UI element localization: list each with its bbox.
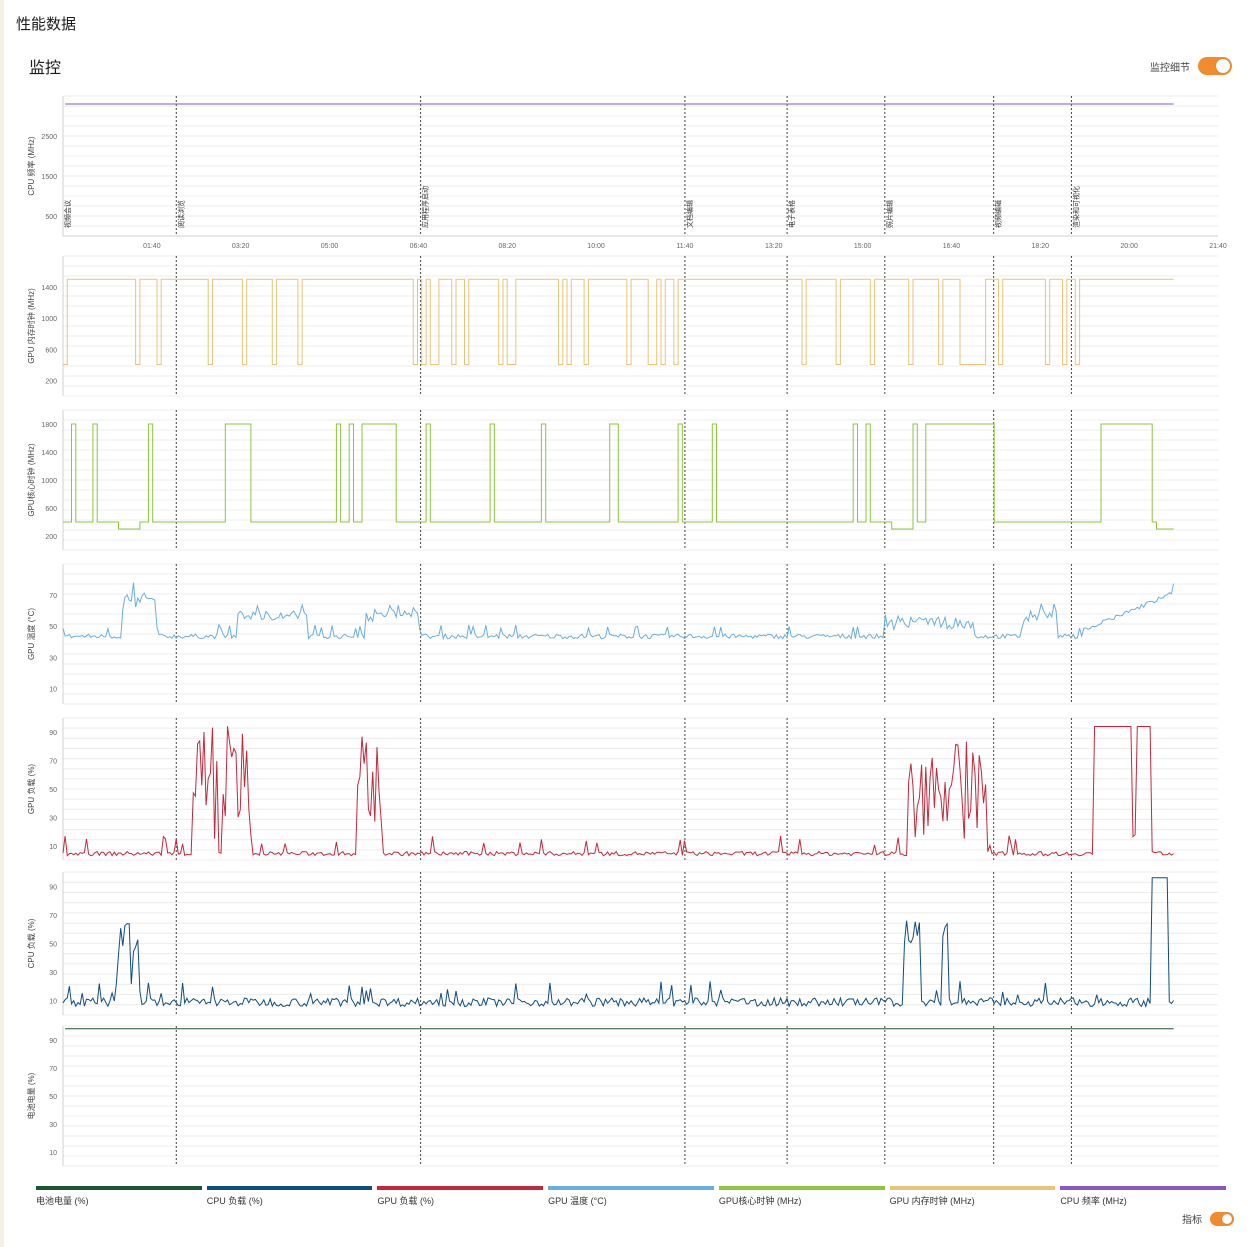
event-label: 应用程序启动: [421, 186, 430, 228]
y-axis-label: CPU 频率 (MHz): [26, 136, 36, 195]
y-tick-label: 50: [49, 942, 57, 949]
x-tick-label: 05:00: [321, 243, 339, 250]
y-axis-label: GPU 温度 (°C): [26, 608, 36, 660]
y-tick-label: 1500: [41, 174, 57, 181]
legend: 电池电量 (%) CPU 负载 (%) GPU 负载 (%) GPU 温度 (°C) G…: [36, 1186, 1227, 1210]
y-tick-label: 70: [49, 759, 57, 766]
detail-toggle[interactable]: [1198, 57, 1232, 75]
legend-item[interactable]: CPU 负载 (%): [206, 1186, 373, 1210]
y-tick-label: 10: [49, 686, 57, 693]
y-tick-label: 1000: [41, 316, 57, 323]
legend-item[interactable]: CPU 频率 (MHz): [1060, 1186, 1227, 1210]
x-tick-label: 06:40: [410, 243, 428, 250]
legend-item[interactable]: GPU 负载 (%): [377, 1186, 544, 1210]
x-tick-label: 08:20: [498, 243, 516, 250]
legend-item[interactable]: 电池电量 (%): [36, 1186, 202, 1210]
x-tick-label: 13:20: [765, 243, 783, 250]
y-tick-label: 200: [45, 378, 57, 385]
event-label: 视频编辑: [994, 200, 1003, 228]
x-tick-label: 03:20: [232, 243, 250, 250]
y-tick-label: 600: [45, 506, 57, 513]
y-tick-label: 10: [49, 1150, 57, 1157]
legend-item[interactable]: GPU核心时钟 (MHz): [718, 1186, 885, 1210]
y-tick-label: 2500: [41, 134, 57, 141]
y-tick-label: 30: [49, 815, 57, 822]
y-axis-label: GPU 负载 (%): [26, 764, 36, 815]
page-title: 性能数据: [16, 16, 77, 33]
legend-item[interactable]: GPU 内存时钟 (MHz): [889, 1186, 1056, 1210]
series-line: [62, 726, 1174, 857]
legend-label: 电池电量 (%): [36, 1196, 89, 1206]
y-axis-label: CPU 负载 (%): [26, 918, 36, 968]
x-tick-label: 21:40: [1209, 243, 1227, 250]
y-tick-label: 200: [45, 534, 57, 541]
series-line: [63, 278, 1174, 365]
series-line: [63, 423, 1174, 530]
y-tick-label: 1000: [41, 478, 57, 485]
y-tick-label: 1800: [41, 422, 57, 429]
y-tick-label: 1400: [41, 450, 57, 457]
legend-label: GPU 负载 (%): [377, 1196, 434, 1206]
y-tick-label: 90: [49, 884, 57, 891]
legend-color-bar: [548, 1186, 714, 1190]
y-tick-label: 30: [49, 1122, 57, 1129]
y-tick-label: 600: [45, 347, 57, 354]
legend-label: CPU 负载 (%): [206, 1196, 263, 1206]
legend-color-bar: [206, 1186, 373, 1190]
x-tick-label: 18:20: [1032, 243, 1050, 250]
event-label: 文档编辑: [685, 200, 694, 228]
y-tick-label: 50: [49, 787, 57, 794]
legend-label: GPU 温度 (°C): [548, 1196, 607, 1206]
y-tick-label: 10: [49, 844, 57, 851]
y-axis-label: 电池电量 (%): [26, 1072, 36, 1119]
y-tick-label: 500: [45, 214, 57, 221]
detail-toggle-row: 监控细节: [1150, 57, 1232, 75]
section-title: 监控: [29, 60, 62, 77]
indicator-toggle-label: 指标: [1182, 1215, 1202, 1226]
x-tick-label: 10:00: [587, 243, 605, 250]
legend-color-bar: [1060, 1186, 1227, 1190]
legend-color-bar: [889, 1186, 1056, 1190]
event-label: 电子表格: [787, 200, 796, 228]
toggle-knob: [1222, 1213, 1232, 1224]
x-tick-label: 15:00: [854, 243, 872, 250]
indicator-toggle[interactable]: [1210, 1211, 1234, 1226]
indicator-toggle-row: 指标: [1182, 1211, 1234, 1226]
y-axis-label: GPU 内存时钟 (MHz): [26, 288, 36, 364]
legend-color-bar: [377, 1186, 544, 1190]
x-tick-label: 16:40: [943, 243, 961, 250]
y-tick-label: 50: [49, 624, 57, 631]
legend-item[interactable]: GPU 温度 (°C): [548, 1186, 714, 1210]
y-tick-label: 30: [49, 655, 57, 662]
y-tick-label: 10: [49, 999, 57, 1006]
y-tick-label: 90: [49, 1038, 57, 1045]
legend-color-bar: [36, 1186, 202, 1190]
x-tick-label: 11:40: [676, 243, 693, 250]
legend-label: GPU核心时钟 (MHz): [718, 1196, 802, 1206]
y-tick-label: 70: [49, 593, 57, 600]
y-tick-label: 50: [49, 1094, 57, 1101]
detail-toggle-label: 监控细节: [1150, 62, 1190, 74]
event-label: 照片编辑: [885, 200, 894, 228]
x-tick-label: 01:40: [143, 243, 161, 250]
y-tick-label: 1400: [41, 285, 57, 292]
y-tick-label: 30: [49, 970, 57, 977]
legend-label: CPU 频率 (MHz): [1060, 1196, 1127, 1206]
y-axis-label: GPU核心时钟 (MHz): [26, 443, 36, 517]
y-tick-label: 70: [49, 1066, 57, 1073]
left-strip: [0, 0, 4, 1247]
y-tick-label: 90: [49, 730, 57, 737]
x-tick-label: 20:00: [1120, 243, 1138, 250]
series-line: [62, 582, 1175, 641]
legend-color-bar: [718, 1186, 885, 1190]
legend-label: GPU 内存时钟 (MHz): [889, 1196, 975, 1206]
toggle-knob: [1216, 59, 1230, 73]
series-line: [62, 877, 1174, 1009]
event-label: 阅读浏览: [176, 200, 185, 228]
y-tick-label: 70: [49, 913, 57, 920]
event-label: 视频会议: [63, 200, 72, 228]
event-label: 渲染和可视化: [1071, 186, 1080, 228]
